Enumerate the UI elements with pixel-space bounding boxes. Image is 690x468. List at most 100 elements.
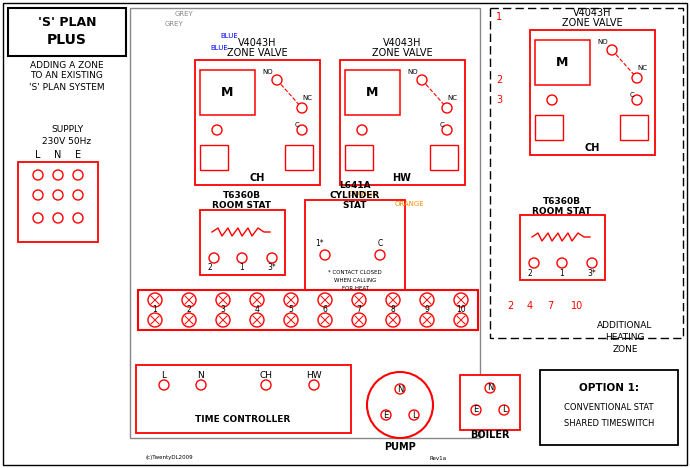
Bar bbox=[345, 145, 373, 170]
Text: 2: 2 bbox=[186, 306, 191, 314]
Text: ORANGE: ORANGE bbox=[348, 191, 377, 197]
Bar bbox=[136, 365, 351, 433]
Bar bbox=[490, 8, 683, 338]
Text: L: L bbox=[502, 405, 506, 415]
Bar bbox=[520, 215, 605, 280]
Text: 1: 1 bbox=[239, 263, 244, 272]
Text: M: M bbox=[366, 87, 378, 100]
Text: 7: 7 bbox=[357, 306, 362, 314]
Text: ROOM STAT: ROOM STAT bbox=[533, 206, 591, 215]
Circle shape bbox=[159, 380, 169, 390]
Text: 4: 4 bbox=[527, 301, 533, 311]
Text: 3: 3 bbox=[496, 95, 502, 105]
Text: NO: NO bbox=[598, 39, 609, 45]
Circle shape bbox=[182, 313, 196, 327]
Text: N: N bbox=[197, 371, 204, 380]
Text: C: C bbox=[295, 122, 299, 128]
Text: L: L bbox=[412, 410, 416, 419]
Text: M: M bbox=[221, 87, 233, 100]
Circle shape bbox=[196, 380, 206, 390]
Circle shape bbox=[320, 250, 330, 260]
Text: 7: 7 bbox=[547, 301, 553, 311]
Bar bbox=[535, 40, 590, 85]
Text: BLUE: BLUE bbox=[210, 45, 228, 51]
Text: TIME CONTROLLER: TIME CONTROLLER bbox=[195, 416, 290, 424]
Circle shape bbox=[250, 293, 264, 307]
Text: PLUS: PLUS bbox=[47, 33, 87, 47]
Text: T6360B: T6360B bbox=[223, 191, 261, 200]
Text: BLUE: BLUE bbox=[220, 33, 238, 39]
Text: CYLINDER: CYLINDER bbox=[330, 191, 380, 200]
Text: SHARED TIMESWITCH: SHARED TIMESWITCH bbox=[564, 418, 654, 427]
Circle shape bbox=[182, 293, 196, 307]
Circle shape bbox=[209, 253, 219, 263]
Text: Rev1a: Rev1a bbox=[430, 455, 447, 461]
Text: ADDITIONAL: ADDITIONAL bbox=[598, 321, 653, 329]
Text: ZONE: ZONE bbox=[612, 344, 638, 353]
Text: NC: NC bbox=[447, 95, 457, 101]
Bar bbox=[340, 60, 465, 185]
Bar bbox=[345, 70, 400, 115]
Circle shape bbox=[284, 293, 298, 307]
Circle shape bbox=[261, 380, 271, 390]
Text: 230V 50Hz: 230V 50Hz bbox=[43, 137, 92, 146]
Circle shape bbox=[417, 75, 427, 85]
Circle shape bbox=[250, 313, 264, 327]
Text: 2: 2 bbox=[528, 269, 533, 278]
Circle shape bbox=[33, 170, 43, 180]
Text: T6360B: T6360B bbox=[543, 197, 581, 205]
Text: 1: 1 bbox=[560, 269, 564, 278]
Circle shape bbox=[485, 383, 495, 393]
Circle shape bbox=[587, 258, 597, 268]
Circle shape bbox=[352, 293, 366, 307]
Circle shape bbox=[409, 410, 419, 420]
Circle shape bbox=[33, 213, 43, 223]
Bar bbox=[200, 70, 255, 115]
Text: HW: HW bbox=[306, 371, 322, 380]
Text: V4043H: V4043H bbox=[573, 8, 611, 18]
Text: 3*: 3* bbox=[268, 263, 277, 272]
Text: 1: 1 bbox=[496, 12, 502, 22]
Bar bbox=[430, 145, 458, 170]
Text: BOILER: BOILER bbox=[471, 430, 510, 440]
Text: 10: 10 bbox=[456, 306, 466, 314]
Text: (c)TwentyDL2009: (c)TwentyDL2009 bbox=[145, 455, 193, 461]
Text: * CONTACT CLOSED: * CONTACT CLOSED bbox=[328, 270, 382, 275]
Text: WHEN CALLING: WHEN CALLING bbox=[334, 278, 376, 283]
Circle shape bbox=[420, 313, 434, 327]
Circle shape bbox=[53, 213, 63, 223]
Circle shape bbox=[607, 45, 617, 55]
Bar bbox=[8, 8, 126, 56]
Text: OPTION 1:: OPTION 1: bbox=[579, 383, 639, 393]
Text: NC: NC bbox=[302, 95, 312, 101]
Text: NO: NO bbox=[263, 69, 273, 75]
Bar bbox=[535, 115, 563, 140]
Circle shape bbox=[454, 293, 468, 307]
Bar bbox=[18, 162, 98, 242]
Text: C: C bbox=[377, 240, 383, 249]
Text: 'S' PLAN: 'S' PLAN bbox=[38, 15, 96, 29]
Circle shape bbox=[148, 293, 162, 307]
Text: 4: 4 bbox=[255, 306, 259, 314]
Text: 2: 2 bbox=[208, 263, 213, 272]
Bar bbox=[138, 290, 478, 330]
Text: E: E bbox=[473, 405, 479, 415]
Circle shape bbox=[216, 313, 230, 327]
Text: GREY: GREY bbox=[175, 11, 194, 17]
Text: ADDING A ZONE: ADDING A ZONE bbox=[30, 60, 104, 70]
Circle shape bbox=[318, 313, 332, 327]
Text: L: L bbox=[161, 371, 166, 380]
Text: CH: CH bbox=[249, 173, 265, 183]
Circle shape bbox=[386, 313, 400, 327]
Bar bbox=[305, 200, 405, 300]
Text: 3*: 3* bbox=[588, 269, 596, 278]
Circle shape bbox=[442, 125, 452, 135]
Text: ROOM STAT: ROOM STAT bbox=[213, 202, 271, 211]
Text: L641A: L641A bbox=[339, 182, 371, 190]
Text: ZONE VALVE: ZONE VALVE bbox=[227, 48, 287, 58]
Circle shape bbox=[632, 95, 642, 105]
Circle shape bbox=[632, 73, 642, 83]
Text: CH: CH bbox=[259, 371, 273, 380]
Circle shape bbox=[73, 190, 83, 200]
Text: 1*: 1* bbox=[316, 240, 324, 249]
